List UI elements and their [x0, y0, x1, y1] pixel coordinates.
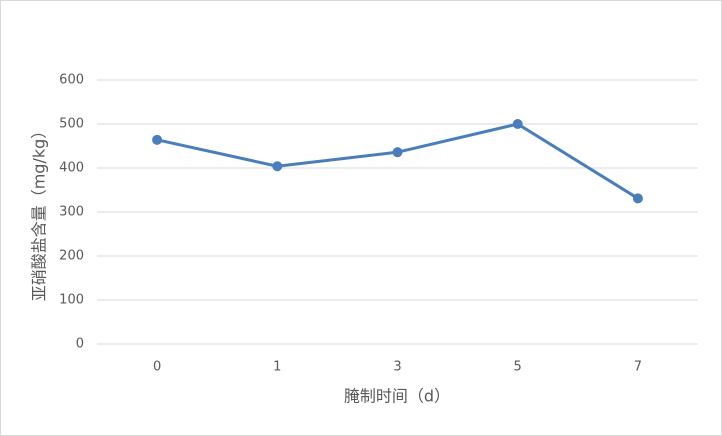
y-tick-label: 600 — [59, 73, 84, 88]
y-tick-label: 0 — [76, 337, 84, 352]
y-tick-label: 400 — [59, 161, 84, 176]
y-tick-label: 300 — [59, 205, 84, 220]
x-tick-label: 1 — [273, 360, 281, 375]
y-tick-label: 100 — [59, 293, 84, 308]
x-tick-label: 3 — [393, 360, 401, 375]
data-point — [392, 147, 403, 158]
y-tick-label: 200 — [59, 249, 84, 264]
data-point — [512, 119, 523, 129]
y-tick-label: 500 — [59, 117, 84, 132]
x-tick-label: 0 — [153, 360, 161, 375]
data-point — [152, 134, 163, 145]
data-point — [272, 161, 283, 172]
x-tick-label: 5 — [514, 360, 522, 375]
x-axis-title: 腌制时间（d） — [344, 387, 450, 406]
x-tick-label: 7 — [634, 360, 642, 375]
y-axis-title: 亚硝酸盐含量（mg/kg） — [30, 123, 49, 302]
data-point — [632, 193, 643, 204]
